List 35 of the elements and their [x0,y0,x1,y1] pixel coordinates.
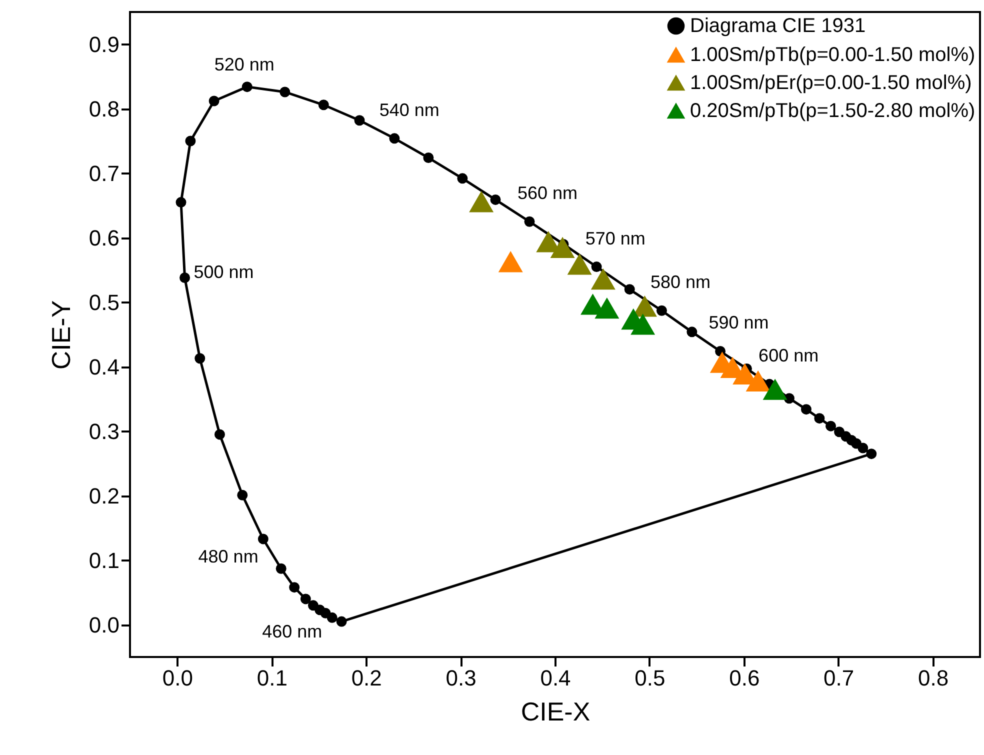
y-tick-label: 0.9 [88,32,120,57]
legend-label: Diagrama CIE 1931 [690,15,866,37]
y-tick-label: 0.0 [88,612,120,638]
y-tick-label: 0.4 [88,354,120,380]
annotation: 520 nm [214,54,274,74]
annotation: 540 nm [379,100,440,120]
y-tick-label: 0.5 [88,290,120,315]
annotation: 480 nm [198,546,258,566]
x-tick-label: 0.0 [162,666,194,690]
annotation: 580 nm [650,272,711,292]
legend-label: 1.00Sm/pEr(p=0.00-1.50 mol%) [690,72,972,94]
y-tick-label: 0.6 [88,225,120,250]
legend-label: 0.20Sm/pTb(p=1.50-2.80 mol%) [690,100,976,122]
x-tick-label: 0.5 [634,666,666,690]
x-tick-label: 0.2 [351,666,382,690]
y-tick-label: 0.3 [88,418,120,444]
x-tick-label: 0.7 [824,666,854,690]
x-tick-label: 0.6 [729,666,760,690]
y-tick-label: 0.8 [88,96,120,122]
annotation: 560 nm [518,183,578,204]
x-tick-label: 0.8 [918,666,949,690]
y-axis-title: CIE-Y [46,300,76,370]
x-tick-label: 0.1 [256,666,288,690]
y-tick-label: 0.2 [88,483,120,508]
y-tick-label: 0.7 [88,160,120,186]
annotation: 460 nm [262,622,322,642]
y-tick-label: 0.1 [88,548,120,573]
annotation: 500 nm [194,262,254,282]
x-axis-title: CIE-X [520,696,590,726]
annotation: 590 nm [708,312,769,333]
x-tick-label: 0.4 [540,666,571,690]
annotation: 600 nm [758,346,819,366]
annotation: 570 nm [585,228,646,248]
legend-label: 1.00Sm/pTb(p=0.00-1.50 mol%) [690,44,976,66]
x-tick-label: 0.3 [446,666,476,690]
